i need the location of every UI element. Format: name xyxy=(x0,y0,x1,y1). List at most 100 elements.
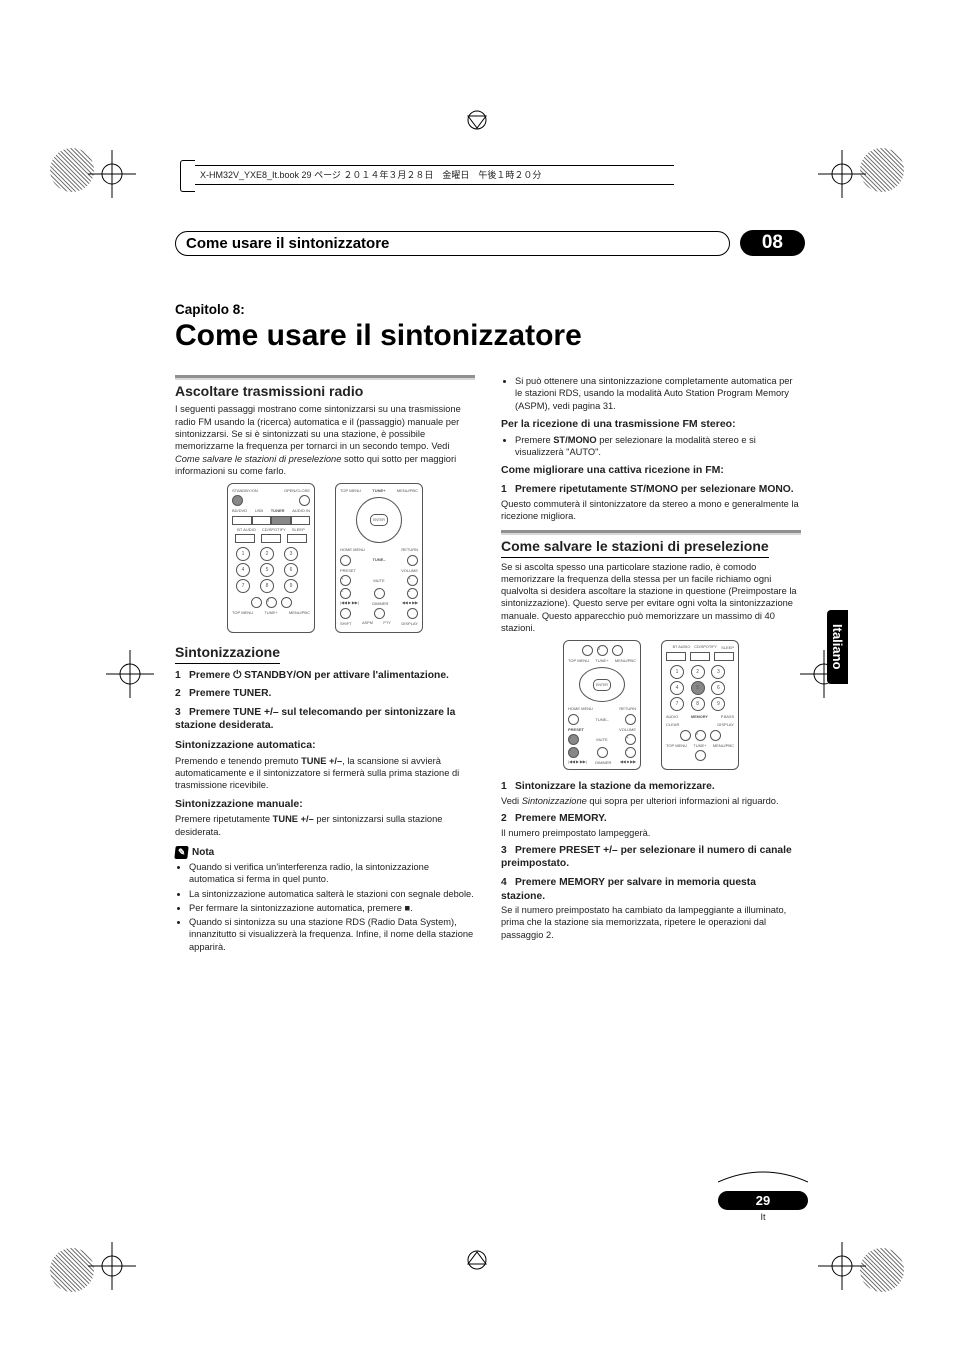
remote-label: SLEEP xyxy=(292,527,305,532)
text: Premere MEMORY per salvare in memoria qu… xyxy=(501,877,756,902)
remote-label: RETURN xyxy=(401,547,418,552)
heading-text: Sintonizzazione xyxy=(175,643,280,663)
remote-illustration-row: STANDBY/ONOPEN/CLOSE BD/DVDUSBTUNERAUDIO… xyxy=(175,483,475,633)
subheading: Come migliorare una cattiva ricezione in… xyxy=(501,464,801,478)
step: 3Premere PRESET +/– per selezionare il n… xyxy=(501,844,801,871)
step-number: 2 xyxy=(175,687,189,701)
bullet-list: Si può ottenere una sintonizzazione comp… xyxy=(501,375,801,412)
paragraph: Vedi Sintonizzazione qui sopra per ulter… xyxy=(501,795,801,807)
remote-label: STANDBY/ON xyxy=(232,488,258,493)
remote-label: ENTER xyxy=(593,679,611,691)
text: Premere PRESET +/– per selezionare il nu… xyxy=(501,845,792,870)
left-column: Ascoltare trasmissioni radio I seguenti … xyxy=(175,375,475,957)
section-title-pill: Come usare il sintonizzatore xyxy=(175,231,730,256)
note-header: ✎ Nota xyxy=(175,846,475,859)
step-number: 3 xyxy=(175,706,189,720)
subheading: Sintonizzazione manuale: xyxy=(175,798,475,812)
text: Premere TUNER. xyxy=(189,688,271,699)
text: Premere xyxy=(189,670,233,681)
remote-label: DIMMER xyxy=(595,760,611,765)
text-bold: TUNE +/– xyxy=(273,814,314,824)
remote-label: USB xyxy=(255,508,263,513)
text: Premere ripetutamente xyxy=(175,814,273,824)
text: Sintonizzare la stazione da memorizzare. xyxy=(515,781,715,792)
step: 2Premere MEMORY. xyxy=(501,812,801,826)
text-italic-link: Sintonizzazione xyxy=(522,796,587,806)
print-corner-tr xyxy=(860,148,904,192)
list-item: Quando si sintonizza su una stazione RDS… xyxy=(189,916,475,953)
subheading: Per la ricezione di una trasmissione FM … xyxy=(501,418,801,432)
heading-ascoltare: Ascoltare trasmissioni radio xyxy=(175,382,475,400)
paragraph: I seguenti passaggi mostrano come sinton… xyxy=(175,403,475,477)
text: qui sopra per ulteriori informazioni al … xyxy=(587,796,779,806)
list-item: Premere ST/MONO per selezionare la modal… xyxy=(515,434,801,459)
remote-label: TOP MENU xyxy=(232,610,253,615)
step-number: 1 xyxy=(501,483,515,497)
text-bold: TUNE +/– xyxy=(301,756,342,766)
note-icon: ✎ xyxy=(174,846,188,859)
remote-label: ENTER xyxy=(370,514,388,526)
remote-label: TOP MENU xyxy=(568,658,589,663)
chapter-label: Capitolo 8: xyxy=(175,302,805,317)
page-number: 29 xyxy=(718,1191,808,1210)
remote-illustration-row: 0 TOP MENUTUNE+MENU/PBC ENTER HOME MENUR… xyxy=(501,640,801,770)
step: 2Premere TUNER. xyxy=(175,687,475,701)
note-label: Nota xyxy=(192,846,214,859)
step: 1Premere ⏻ STANDBY/ON per attivare l'ali… xyxy=(175,669,475,683)
text: Premere MEMORY. xyxy=(515,813,607,824)
step: 1Sintonizzare la stazione da memorizzare… xyxy=(501,780,801,794)
step-number: 1 xyxy=(175,669,189,683)
paragraph: Il numero preimpostato lampeggerà. xyxy=(501,827,801,839)
bullet-list: Premere ST/MONO per selezionare la modal… xyxy=(501,434,801,459)
page-lang: It xyxy=(718,1212,808,1222)
remote-label: DISPLAY xyxy=(401,621,418,626)
section-header-row: Come usare il sintonizzatore 08 xyxy=(175,230,805,256)
subheading: Sintonizzazione automatica: xyxy=(175,739,475,753)
text: Premendo e tenendo premuto xyxy=(175,756,301,766)
remote-label: DISPLAY xyxy=(717,722,734,727)
swoosh-icon xyxy=(718,1168,808,1186)
accent-bar xyxy=(501,530,801,535)
remote-label: SLEEP xyxy=(721,645,734,650)
remote-label: OPEN/CLOSE xyxy=(284,488,310,493)
chapter-title: Come usare il sintonizzatore xyxy=(175,319,805,353)
step-number: 4 xyxy=(501,876,515,890)
paragraph: Se il numero preimpostato ha cambiato da… xyxy=(501,904,801,941)
accent-bar xyxy=(175,375,475,380)
heading-sintonizzazione: Sintonizzazione xyxy=(175,643,475,663)
text: I seguenti passaggi mostrano come sinton… xyxy=(175,404,461,451)
print-header-strip: X-HM32V_YXE8_It.book 29 ページ ２０１４年３月２８日 金… xyxy=(180,165,674,185)
remote-label: TUNER xyxy=(271,508,285,513)
paragraph: Premendo e tenendo premuto TUNE +/–, la … xyxy=(175,755,475,792)
remote-label: RETURN xyxy=(619,706,636,711)
registration-mark xyxy=(818,1242,866,1290)
remote-label: MEMORY xyxy=(691,715,708,719)
list-item: La sintonizzazione automatica salterà le… xyxy=(189,888,475,900)
language-side-tab: Italiano xyxy=(827,610,848,684)
remote-label: TOP MENU xyxy=(666,743,687,748)
remote-label: PRESET xyxy=(340,568,356,573)
remote-label: HOME MENU xyxy=(340,547,365,552)
page-number-badge: 29 It xyxy=(718,1170,808,1222)
list-item: Si può ottenere una sintonizzazione comp… xyxy=(515,375,801,412)
text: STANDBY/ON per attivare l'alimentazione. xyxy=(241,670,449,681)
section-number-pill: 08 xyxy=(740,230,805,256)
remote-diagram: TOP MENUTUNE+MENU/PBC ENTER HOME MENURET… xyxy=(335,483,423,633)
remote-diagram: 0 TOP MENUTUNE+MENU/PBC ENTER HOME MENUR… xyxy=(563,640,641,770)
heading-save: Come salvare le stazioni di preselezione xyxy=(501,537,801,557)
note-list: Quando si verifica un'interferenza radio… xyxy=(175,861,475,953)
text: Premere TUNE +/– sul telecomando per sin… xyxy=(175,707,455,732)
remote-label: MUTE xyxy=(373,578,384,583)
right-column: Si può ottenere una sintonizzazione comp… xyxy=(501,375,801,957)
remote-label: MUTE xyxy=(596,737,607,742)
remote-diagram: BT AUDIOCD/SPOTIFYSLEEP 123 456 789 AUDI… xyxy=(661,640,739,770)
remote-label: HOME MENU xyxy=(568,706,593,711)
text-italic-link: Come salvare le stazioni di preselezione xyxy=(175,454,341,464)
remote-diagram: STANDBY/ONOPEN/CLOSE BD/DVDUSBTUNERAUDIO… xyxy=(227,483,315,633)
text: Premere ripetutamente ST/MONO per selezi… xyxy=(515,484,794,495)
remote-label: DIMMER xyxy=(372,601,388,606)
remote-label: VOLUME xyxy=(619,727,636,732)
fold-arrow-icon xyxy=(464,1246,490,1272)
remote-label: SHIFT xyxy=(340,621,352,626)
step: 3Premere TUNE +/– sul telecomando per si… xyxy=(175,706,475,733)
